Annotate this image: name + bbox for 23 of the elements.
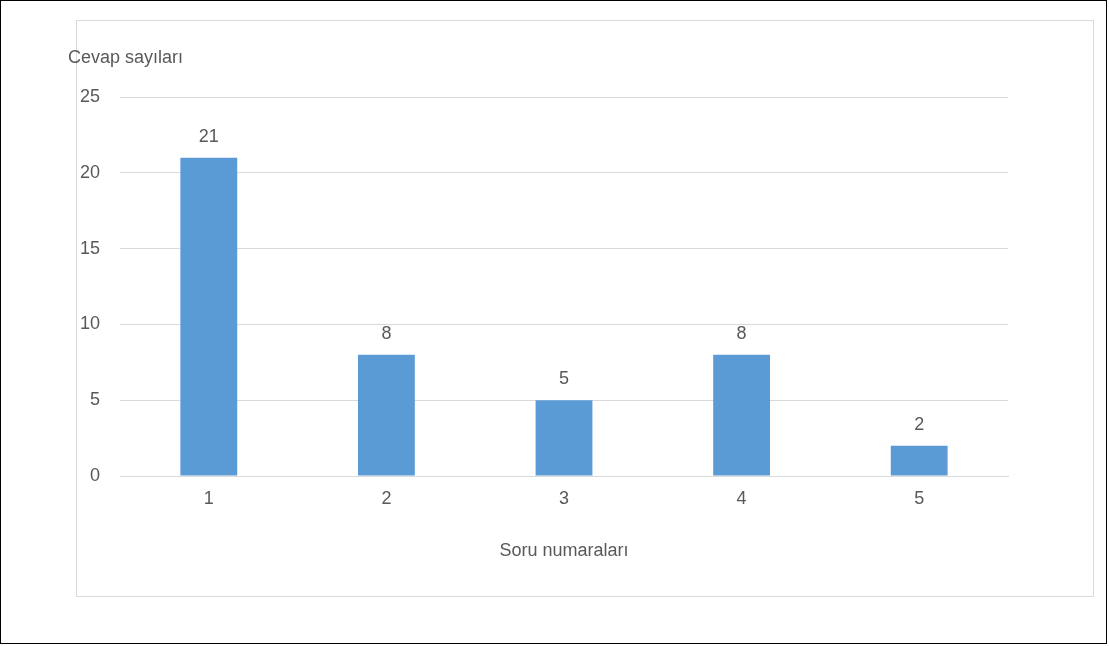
data-label: 2: [914, 413, 925, 434]
x-tick-label: 4: [736, 487, 747, 508]
y-tick-label: 15: [79, 237, 100, 258]
data-label: 8: [736, 322, 747, 343]
x-axis-title: Soru numaraları: [499, 540, 629, 561]
data-label: 21: [198, 125, 219, 146]
bar: [713, 354, 771, 476]
bar: [180, 157, 238, 476]
y-tick-label: 5: [89, 389, 100, 410]
y-tick-label: 10: [79, 313, 100, 334]
y-tick-label: 0: [89, 464, 100, 485]
data-label: 8: [381, 322, 392, 343]
bar: [535, 400, 593, 476]
x-tick-label: 3: [558, 487, 570, 508]
bar: [890, 445, 948, 476]
x-tick-label: 1: [203, 487, 214, 508]
x-tick-label: 5: [914, 487, 925, 508]
data-label: 5: [558, 368, 570, 389]
x-tick-label: 2: [381, 487, 392, 508]
y-tick-label: 20: [79, 161, 100, 182]
bar: [357, 354, 415, 476]
y-axis-title: Cevap sayıları: [68, 46, 184, 67]
y-tick-label: 25: [79, 85, 100, 106]
